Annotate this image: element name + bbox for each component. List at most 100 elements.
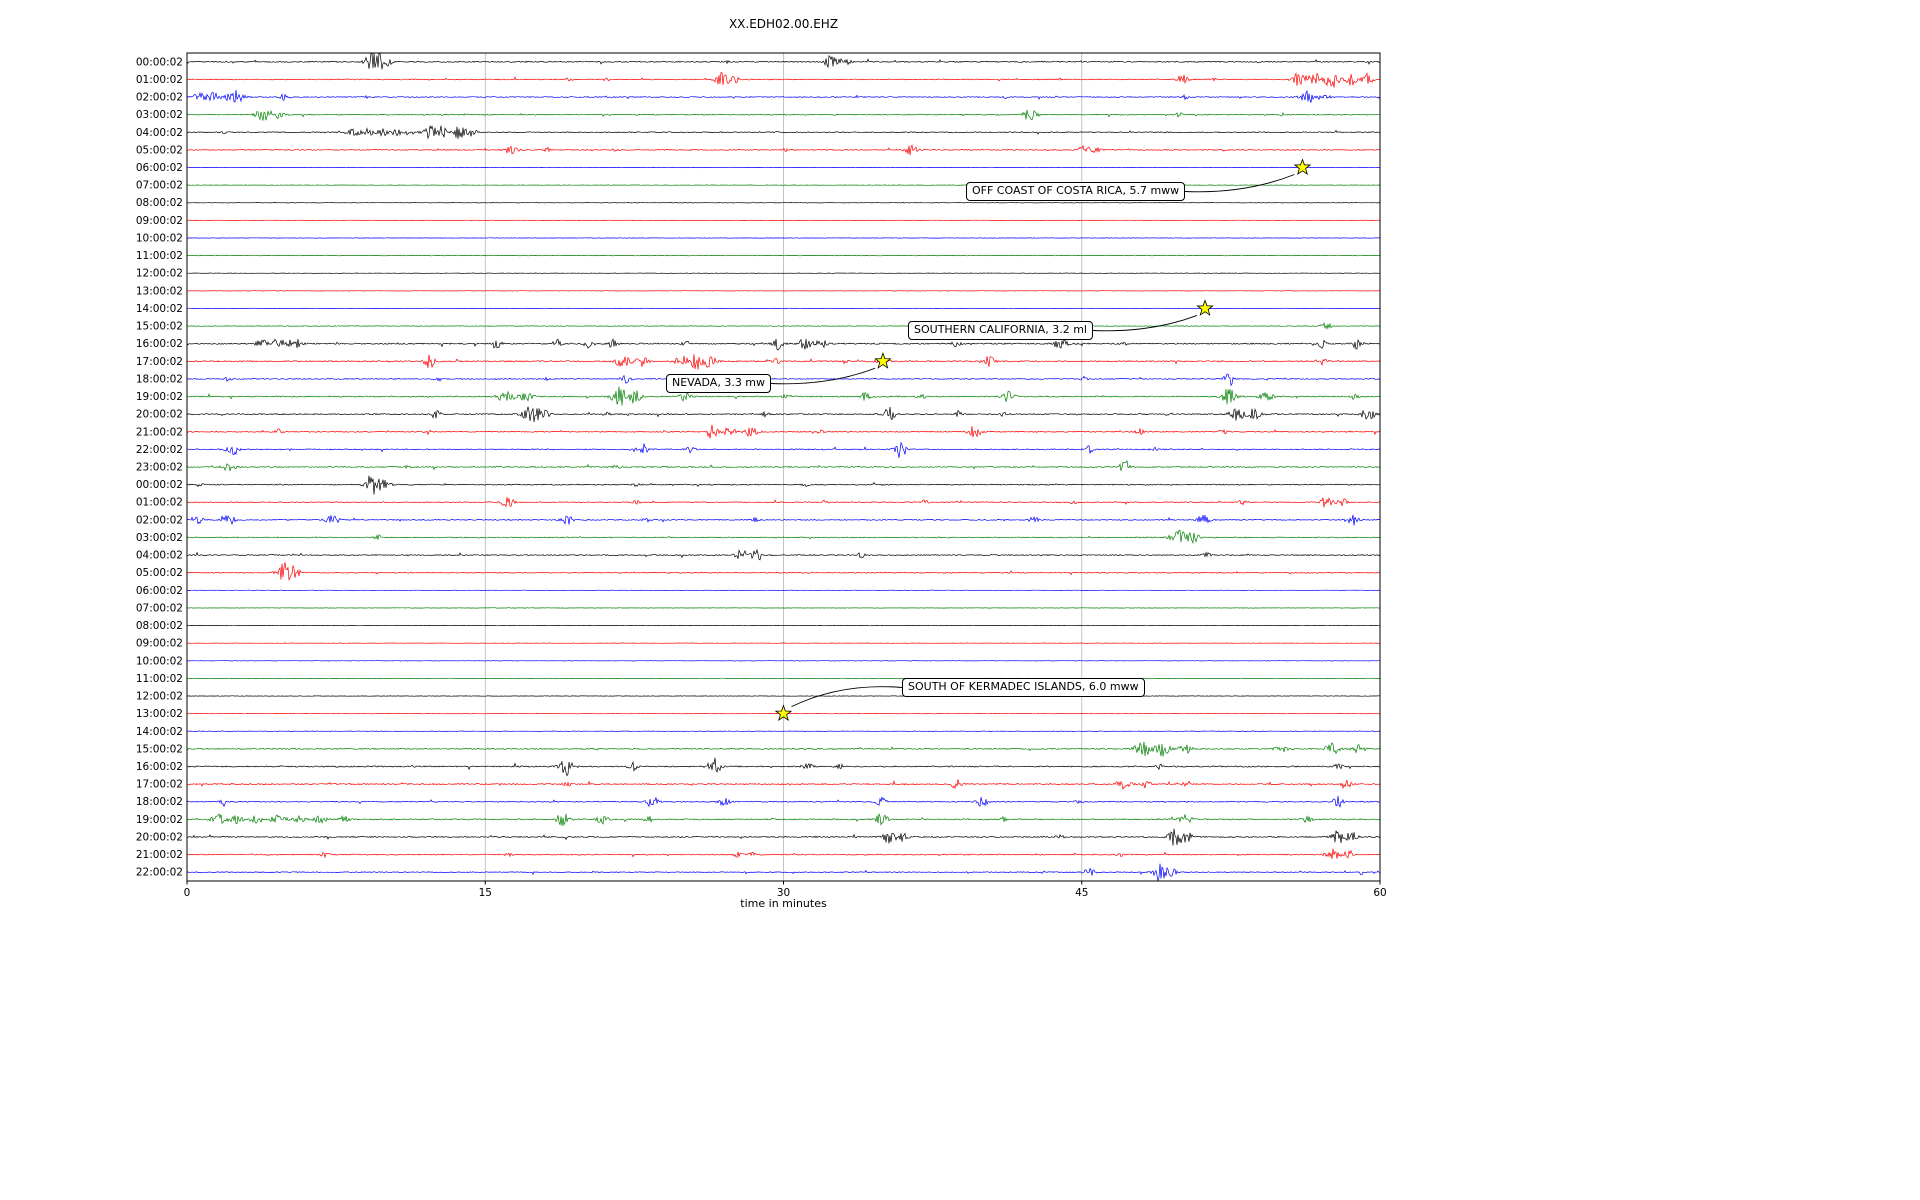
trace-row-23 [186,459,1381,472]
event-annotation-costa-rica: OFF COAST OF COSTA RICA, 5.7 mww [966,182,1186,201]
row-label: 11:00:02 [136,250,183,262]
event-star-marker [774,704,793,722]
row-label: 12:00:02 [136,691,183,703]
trace-row-28 [186,548,1380,561]
trace-row-4 [186,125,1381,140]
trace-row-25 [186,496,1381,508]
row-label: 04:00:02 [136,550,183,562]
trace-row-16 [186,338,1381,351]
row-label: 14:00:02 [136,303,183,315]
row-label: 21:00:02 [136,426,183,438]
row-label: 17:00:02 [136,779,183,791]
row-label: 23:00:02 [136,462,183,474]
annotation-connector [791,686,903,708]
trace-row-32 [187,624,1381,627]
row-label: 10:00:02 [136,232,183,244]
row-label: 16:00:02 [136,761,183,773]
annotation-connector [770,367,876,385]
event-annotation-nevada: NEVADA, 3.3 mw [666,374,772,393]
row-label: 01:00:02 [136,74,183,86]
trace-row-14 [186,307,1380,310]
row-label: 07:00:02 [136,180,183,192]
trace-row-18 [186,373,1381,387]
annotation-connector [1184,174,1295,193]
trace-row-29 [186,562,1381,582]
row-label: 05:00:02 [136,144,183,156]
trace-row-17 [186,354,1381,370]
trace-row-24 [186,475,1381,495]
row-label: 21:00:02 [136,849,183,861]
x-tick-label: 45 [1075,887,1088,899]
trace-row-22 [186,441,1381,458]
trace-row-8 [186,202,1381,204]
trace-row-5 [186,143,1381,156]
row-label: 16:00:02 [136,338,183,350]
row-label: 03:00:02 [136,532,183,544]
row-label: 20:00:02 [136,409,183,421]
row-label: 09:00:02 [136,638,183,650]
row-label: 06:00:02 [136,162,183,174]
row-label: 05:00:02 [136,567,183,579]
row-label: 20:00:02 [136,831,183,843]
row-label: 00:00:02 [136,56,183,68]
row-label: 12:00:02 [136,268,183,280]
row-label: 13:00:02 [136,708,183,720]
row-label: 22:00:02 [136,444,183,456]
trace-row-42 [186,795,1381,808]
row-label: 02:00:02 [136,92,183,104]
row-label: 06:00:02 [136,585,183,597]
row-label: 08:00:02 [136,197,183,209]
row-label: 02:00:02 [136,514,183,526]
x-tick-label: 30 [777,887,790,899]
row-label: 09:00:02 [136,215,183,227]
trace-row-38 [186,730,1381,732]
trace-row-0 [186,53,1381,70]
row-label: 13:00:02 [136,285,183,297]
x-tick-label: 60 [1373,887,1386,899]
row-label: 08:00:02 [136,620,183,632]
trace-row-43 [186,812,1381,827]
trace-row-44 [186,828,1381,846]
row-label: 19:00:02 [136,391,183,403]
row-label: 17:00:02 [136,356,183,368]
trace-row-45 [186,848,1380,859]
row-label: 19:00:02 [136,814,183,826]
row-label: 14:00:02 [136,726,183,738]
x-tick-label: 0 [184,887,191,899]
chart-title: XX.EDH02.00.EHZ [728,17,839,31]
trace-row-2 [186,89,1381,103]
row-label: 04:00:02 [136,127,183,139]
x-tick-label: 15 [479,887,492,899]
trace-row-39 [186,741,1380,757]
trace-row-20 [186,406,1381,423]
row-label: 01:00:02 [136,497,183,509]
event-star-marker [1196,299,1214,316]
trace-row-3 [186,109,1380,121]
trace-row-27 [186,529,1381,545]
trace-row-21 [186,424,1381,439]
row-label: 00:00:02 [136,479,183,491]
row-label: 11:00:02 [136,673,183,685]
event-star-marker [874,352,892,369]
trace-row-1 [186,72,1381,88]
trace-row-40 [186,757,1381,777]
row-label: 15:00:02 [136,743,183,755]
annotation-connector [1092,315,1198,332]
row-label: 07:00:02 [136,602,183,614]
trace-row-26 [186,514,1381,526]
trace-row-46 [186,863,1380,882]
row-label: 18:00:02 [136,796,183,808]
row-label: 15:00:02 [136,321,183,333]
event-star-marker [1293,158,1312,175]
row-label: 10:00:02 [136,655,183,667]
event-annotation-southern-california: SOUTHERN CALIFORNIA, 3.2 ml [908,321,1093,340]
row-label: 03:00:02 [136,109,183,121]
trace-row-19 [186,386,1381,406]
trace-row-15 [186,321,1381,330]
x-axis-label: time in minutes [740,897,827,910]
row-label: 18:00:02 [136,373,183,385]
event-annotation-kermadec: SOUTH OF KERMADEC ISLANDS, 6.0 mww [902,678,1145,697]
row-label: 22:00:02 [136,867,183,879]
